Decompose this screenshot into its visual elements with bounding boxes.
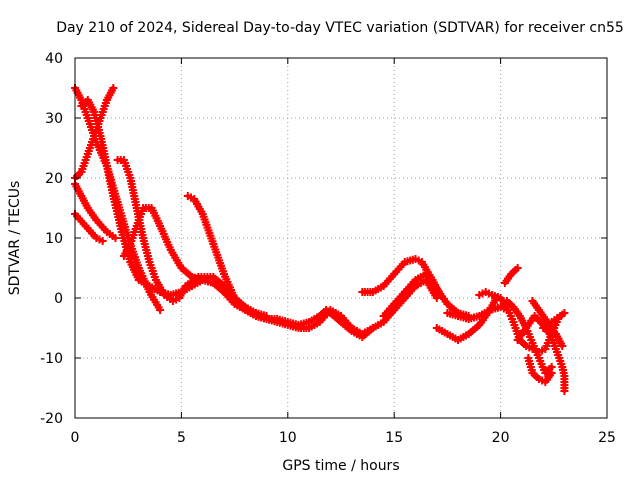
data-point (98, 237, 107, 245)
y-tick-label: 20 (45, 171, 63, 187)
data-point (560, 309, 569, 317)
y-tick-label: -20 (40, 411, 63, 427)
series-trace-q (524, 354, 556, 386)
y-tick-label: 40 (45, 51, 63, 67)
series-trace-s (539, 309, 569, 332)
x-tick-label: 0 (71, 430, 80, 446)
series-trace-n (500, 264, 522, 287)
series-trace-f (113, 156, 271, 320)
data-point (156, 306, 165, 314)
series-line (185, 194, 375, 336)
data-point (109, 84, 118, 92)
series-trace-c (71, 210, 107, 245)
y-tick-label: 10 (45, 231, 63, 247)
y-tick-labels: -20 -10 0 10 20 30 40 (40, 51, 63, 427)
x-tick-label: 5 (177, 430, 186, 446)
x-tick-label: 20 (492, 430, 510, 446)
data-series (71, 84, 569, 395)
series-trace-h (183, 192, 377, 338)
ticks (74, 57, 608, 419)
series-trace-b (71, 180, 120, 242)
series-line (79, 98, 439, 339)
y-tick-label: -10 (40, 351, 63, 367)
series-trace-l (432, 294, 501, 344)
data-point (198, 276, 207, 284)
x-axis-title: GPS time / hours (282, 458, 399, 474)
x-tick-labels: 0 5 10 15 20 25 (71, 430, 616, 446)
x-tick-label: 15 (385, 430, 403, 446)
y-axis-title: SDTVAR / TECUs (7, 181, 23, 296)
series-trace-g (119, 204, 207, 284)
x-tick-label: 25 (598, 430, 616, 446)
series-trace-j (379, 270, 473, 320)
data-point (558, 342, 567, 350)
y-tick-label: 30 (45, 111, 63, 127)
x-tick-label: 10 (279, 430, 297, 446)
series-trace-p (513, 312, 569, 395)
data-point (560, 387, 569, 395)
data-point (513, 264, 522, 272)
y-tick-label: 0 (54, 291, 63, 307)
data-point (111, 234, 120, 242)
chart-title: Day 210 of 2024, Sidereal Day-to-day VTE… (56, 20, 624, 36)
data-point (547, 369, 556, 377)
data-point (368, 324, 377, 332)
series-trace-e (77, 96, 441, 341)
